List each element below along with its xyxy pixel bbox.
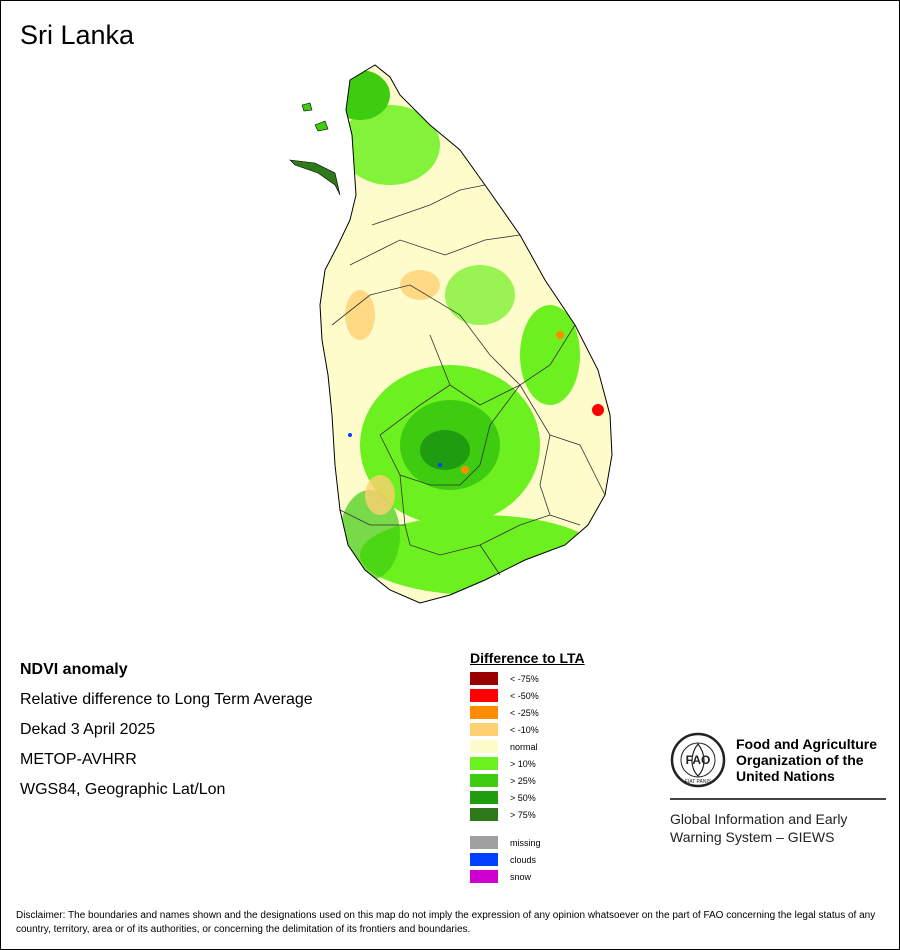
fao-logo-motto: FIAT PANIS [685,779,712,785]
cloud-spot-central [438,463,442,467]
green-zone-east [520,305,580,405]
legend-row-missing: missing [470,834,630,851]
legend-swatch [470,853,498,866]
fao-name: Food and Agriculture Organization of the… [736,736,877,784]
fao-block: FAO FIAT PANIS Food and Agriculture Orga… [670,732,890,846]
legend-label: snow [510,871,532,882]
legend-swatch [470,808,498,821]
coastline [319,64,613,604]
legend-label: > 50% [510,792,536,803]
green-zone-northcentral [445,265,515,325]
cloud-spot-west [348,433,352,437]
dry-spot-central [461,466,469,474]
legend: Difference to LTA < -75% < -50% < -25% <… [470,650,630,885]
legend-row: < -75% [470,670,630,687]
legend-swatch [470,723,498,736]
legend-label: < -75% [510,673,539,684]
legend-label: > 25% [510,775,536,786]
legend-swatch [470,791,498,804]
fao-name-line: Organization of the [736,752,864,768]
district-boundaries [331,184,606,576]
giews-line: Warning System – GIEWS [670,829,835,845]
legend-label: normal [510,741,538,752]
legend-row-clouds: clouds [470,851,630,868]
dry-patch-southwest [365,475,395,515]
legend-title: Difference to LTA [470,650,585,666]
disclaimer: Disclaimer: The boundaries and names sho… [16,910,876,935]
fao-name-line: Food and Agriculture [736,736,878,752]
legend-swatch [470,740,498,753]
legend-swatch [470,757,498,770]
info-description: Relative difference to Long Term Average [20,691,313,708]
legend-label: clouds [510,854,537,865]
legend-row: < -50% [470,687,630,704]
sri-lanka-ndvi-map [289,64,613,604]
legend-swatch [470,706,498,719]
giews-label: Global Information and Early Warning Sys… [670,810,890,846]
legend-row: < -10% [470,721,630,738]
legend-row: > 50% [470,789,630,806]
dry-patch-northcentral [400,270,440,300]
legend-swatch [470,672,498,685]
fao-divider [670,798,886,800]
legend-label: < -10% [510,724,539,735]
legend-row: normal [470,738,630,755]
legend-label: > 75% [510,809,536,820]
dry-spot-east [592,404,604,416]
map-info: NDVI anomaly Relative difference to Long… [20,655,313,805]
legend-swatch [470,689,498,702]
legend-row: > 10% [470,755,630,772]
fao-name-line: United Nations [736,768,835,784]
green-zone-north [340,105,440,185]
dry-patch-west [345,290,375,340]
info-product: NDVI anomaly [20,661,128,678]
legend-label: < -25% [510,707,539,718]
info-projection: WGS84, Geographic Lat/Lon [20,781,226,798]
info-period: Dekad 3 April 2025 [20,721,156,738]
kalpitiya-peninsula [289,159,341,196]
dry-spot-east-2 [556,331,564,339]
map-title: Sri Lanka [20,20,135,50]
islet-2 [314,120,329,132]
legend-row: > 25% [470,772,630,789]
legend-label: > 10% [510,758,536,769]
info-sensor: METOP-AVHRR [20,751,137,768]
fao-logo-icon: FAO FIAT PANIS [670,732,726,788]
legend-row: < -25% [470,704,630,721]
legend-swatch [470,774,498,787]
green-zone-northwest [330,70,390,120]
islet-1 [301,102,313,112]
legend-label: < -50% [510,690,539,701]
legend-swatch [470,870,498,883]
legend-row: > 75% [470,806,630,823]
giews-line: Global Information and Early [670,811,848,827]
fao-logo-text: FAO [686,753,711,767]
legend-row-snow: snow [470,868,630,885]
legend-label: missing [510,837,541,848]
legend-swatch [470,836,498,849]
green-zone-core [420,430,470,470]
